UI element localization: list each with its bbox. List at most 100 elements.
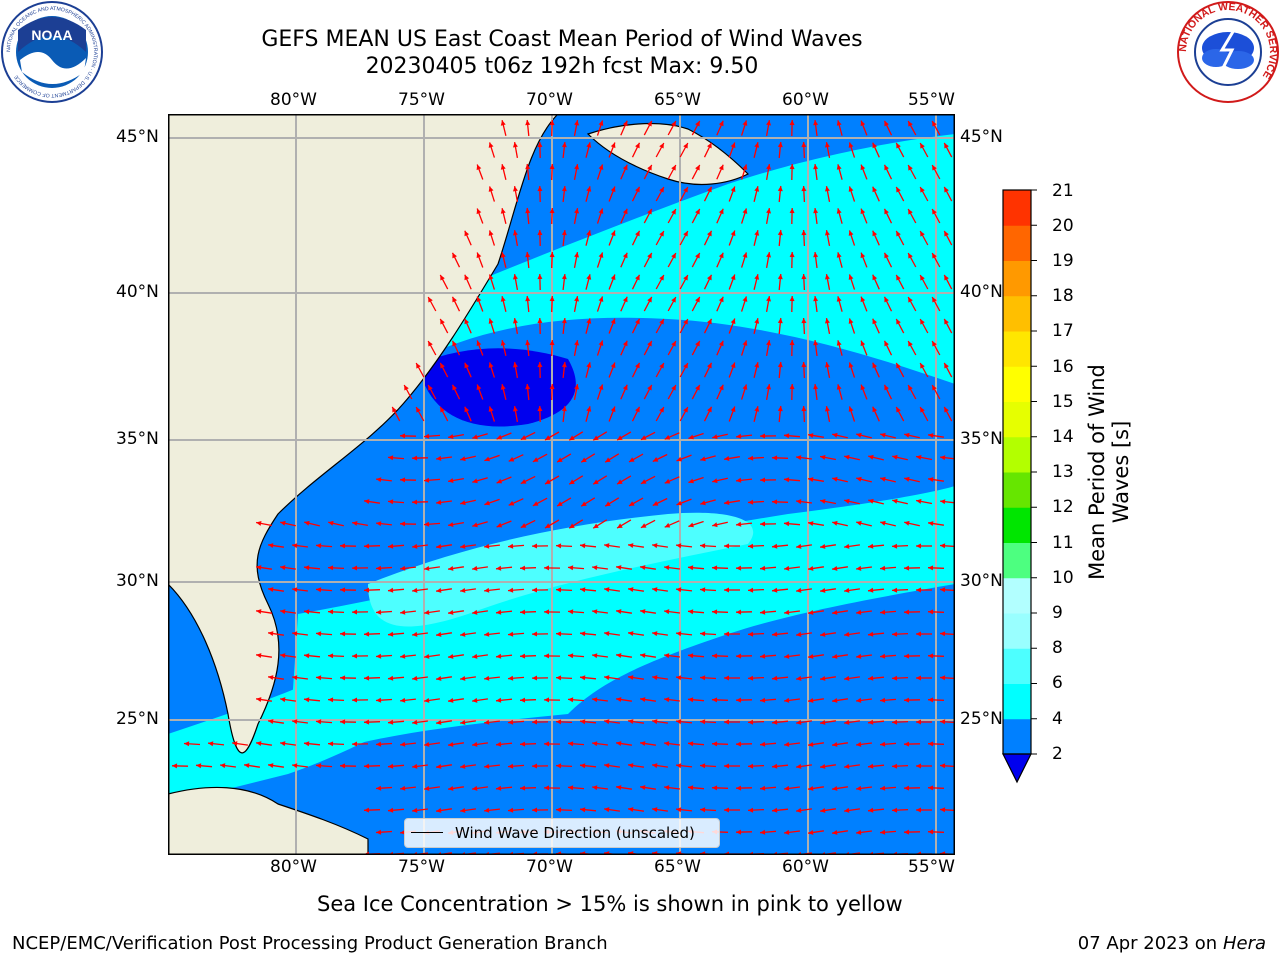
lon-label-top: 75°W [398, 90, 445, 110]
wave-arrow-head [671, 385, 676, 391]
wave-arrow-head [352, 697, 357, 703]
wave-arrow-head [920, 407, 925, 413]
wave-arrow-head [586, 186, 592, 192]
wave-arrow-head [292, 631, 298, 637]
wave-arrow-head [496, 785, 502, 791]
wave-arrow-head [940, 587, 946, 593]
wave-arrow-head [748, 543, 754, 549]
wave-arrow-head [856, 829, 862, 835]
wave-arrow-head [388, 455, 394, 461]
wave-arrow-head [508, 631, 514, 637]
wave-arrow-head [695, 384, 700, 391]
wave-arrow-head [436, 499, 442, 505]
wave-arrow-head [700, 631, 706, 637]
wave-arrow-head [659, 187, 664, 193]
wave-arrow-head [712, 522, 718, 528]
wave-arrow-head [896, 186, 901, 193]
wave-arrow-head [593, 523, 599, 529]
wave-arrow-head [220, 763, 226, 769]
wave-arrow-head [520, 785, 526, 791]
wave-arrow-head [316, 587, 322, 593]
wave-arrow-head [616, 653, 622, 658]
wave-arrow-head [683, 143, 688, 149]
wave-arrow-head [622, 208, 628, 215]
wave-arrow-head [796, 719, 802, 725]
wave-arrow-head [940, 499, 946, 505]
wave-arrow-head [544, 565, 549, 571]
wave-arrow-head [844, 719, 850, 725]
wave-arrow-head [610, 142, 616, 149]
wave-arrow-head [525, 296, 531, 302]
wave-arrow-head [896, 274, 901, 281]
wave-arrow-head [256, 609, 262, 614]
wave-arrow-head [754, 406, 760, 412]
wave-arrow-head [868, 675, 874, 681]
noaa-logo: NOAA NATIONAL OCEANIC AND ATMOSPHERIC AD… [1, 1, 103, 103]
wave-arrow-head [496, 741, 502, 747]
wave-arrow-head [754, 142, 760, 148]
wave-arrow-head [448, 742, 454, 747]
wave-arrow-head [659, 363, 664, 369]
wave-arrow-head [736, 521, 742, 527]
wave-arrow-head [388, 763, 394, 769]
wave-arrow-head [592, 785, 598, 791]
wave-arrow-head [944, 362, 949, 369]
wave-arrow-head [904, 432, 910, 438]
wave-arrow-head [748, 719, 754, 725]
wave-arrow-head [617, 479, 623, 485]
wave-arrow-head [532, 631, 537, 637]
wave-arrow-head [561, 318, 567, 324]
wave-arrow-head [707, 318, 712, 325]
wave-arrow-head [748, 587, 754, 593]
wave-arrow-head [416, 407, 421, 413]
wave-arrow-head [400, 477, 406, 483]
colorbar-band [1003, 648, 1031, 684]
wave-arrow-head [472, 785, 478, 791]
wave-arrow-head [872, 406, 878, 413]
wave-arrow-head [766, 340, 771, 346]
wave-arrow-head [724, 719, 729, 725]
wave-arrow-head [928, 433, 934, 438]
wave-arrow-head [676, 500, 683, 506]
wave-arrow-head [688, 785, 694, 791]
wave-arrow-head [616, 697, 622, 702]
wave-arrow-head [920, 143, 925, 149]
wave-arrow-head [635, 362, 640, 369]
wave-arrow-head [513, 318, 518, 324]
wave-arrow-head [754, 362, 760, 368]
wave-arrow-head [256, 521, 262, 526]
wave-arrow-head [872, 362, 878, 369]
wave-arrow-head [808, 433, 814, 438]
wave-arrow-head [448, 654, 454, 659]
wave-arrow-head [622, 340, 628, 347]
lon-label-bottom: 65°W [654, 857, 701, 877]
wave-arrow-head [476, 384, 482, 391]
wave-arrow-head [328, 697, 334, 703]
lat-label-left: 30°N [116, 571, 159, 591]
wave-arrow-head [392, 406, 397, 413]
wave-arrow-head [586, 142, 592, 148]
wave-arrow-head [777, 406, 783, 412]
wave-arrow-head [400, 697, 406, 703]
wave-arrow-head [760, 609, 766, 615]
wave-arrow-head [688, 741, 694, 747]
wave-arrow-head [940, 763, 946, 769]
wave-arrow-head [561, 362, 567, 368]
wave-arrow-head [436, 764, 442, 769]
noaa-logo-text: NOAA [31, 27, 72, 43]
wave-arrow-head [884, 384, 889, 391]
wave-arrow-head [520, 565, 526, 571]
wave-arrow-head [436, 720, 442, 725]
wave-arrow-head [808, 742, 814, 747]
wave-arrow-head [352, 741, 357, 747]
wave-arrow-head [724, 763, 729, 769]
wave-arrow-head [488, 186, 494, 192]
wave-arrow-head [772, 587, 778, 593]
wave-arrow-head [880, 785, 886, 791]
wave-arrow-head [496, 434, 503, 440]
wave-arrow-head [610, 318, 616, 325]
wave-arrow-head [860, 340, 866, 347]
wave-arrow-head [707, 406, 712, 413]
wave-arrow-head [604, 719, 610, 725]
wave-arrow-head [904, 565, 910, 571]
